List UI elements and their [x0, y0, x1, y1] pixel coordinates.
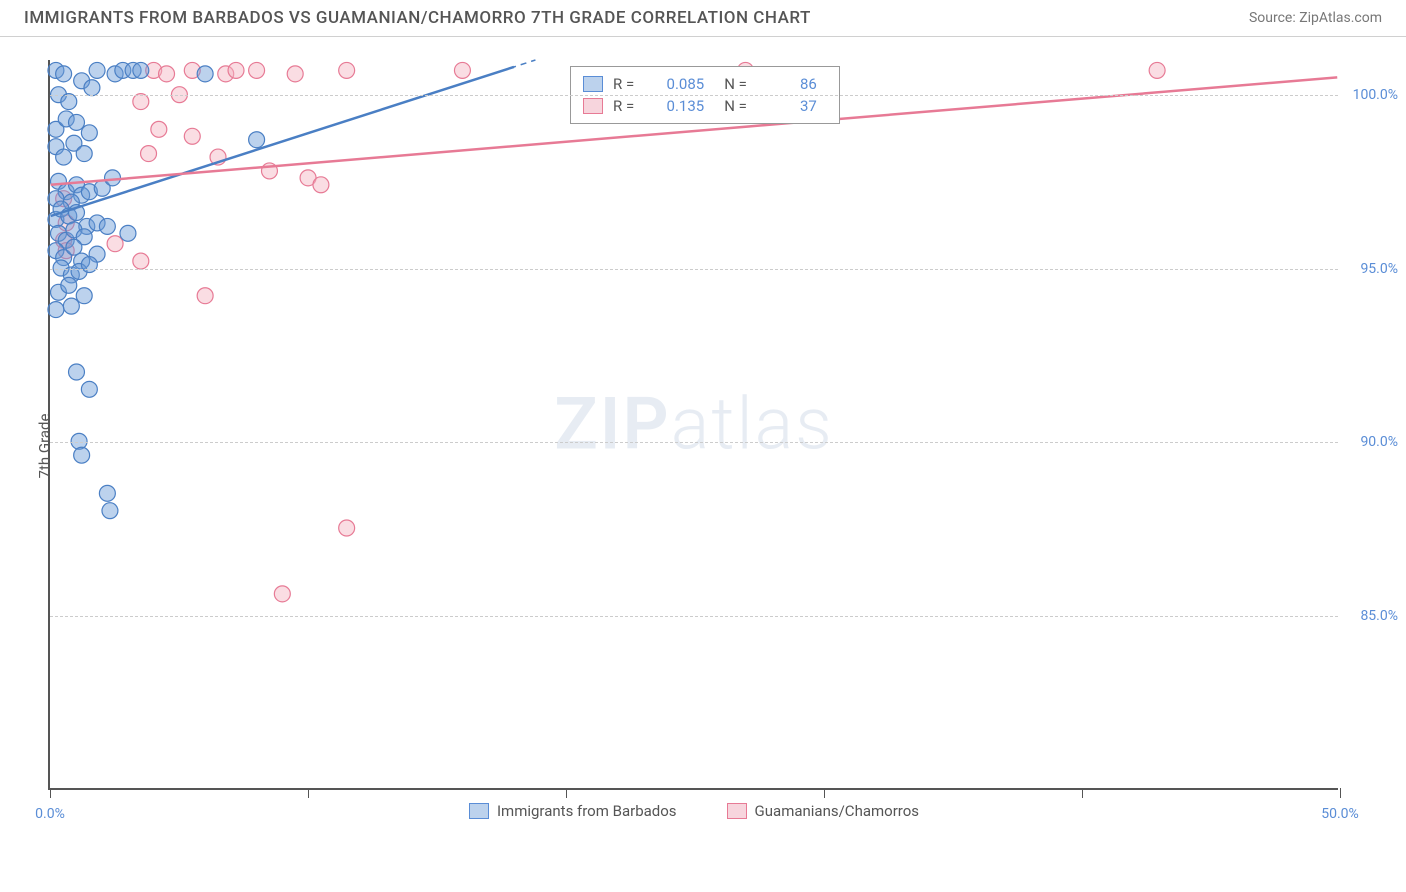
bottom-swatch-blue: [469, 803, 489, 819]
data-point: [76, 288, 92, 304]
data-point: [107, 236, 123, 252]
y-tick-label: 95.0%: [1348, 261, 1398, 277]
bottom-swatch-pink: [727, 803, 747, 819]
data-point: [76, 146, 92, 162]
bottom-label-blue: Immigrants from Barbados: [497, 802, 677, 820]
data-point: [228, 62, 244, 78]
data-point: [99, 218, 115, 234]
data-point: [74, 447, 90, 463]
x-tick-label: 50.0%: [1321, 806, 1359, 822]
gridline-h: [50, 269, 1338, 270]
data-point: [63, 298, 79, 314]
legend-n-label2: N =: [724, 97, 747, 115]
data-point: [61, 94, 77, 110]
x-tick-label: 0.0%: [35, 806, 65, 822]
legend-r-pink: 0.135: [654, 97, 704, 115]
data-point: [133, 94, 149, 110]
data-point: [133, 62, 149, 78]
legend-n-blue: 86: [767, 75, 817, 93]
data-point: [69, 114, 85, 130]
data-point: [151, 121, 167, 137]
data-point: [69, 364, 85, 380]
legend-n-pink: 37: [767, 97, 817, 115]
chart-source: Source: ZipAtlas.com: [1249, 10, 1382, 26]
plot-area: ZIPatlas R = 0.085 N = 86 R = 0.135 N = …: [48, 60, 1338, 790]
tick-v: [566, 788, 567, 798]
legend-r-label2: R =: [613, 97, 634, 115]
data-point: [81, 257, 97, 273]
data-point: [454, 62, 470, 78]
tick-v: [1340, 788, 1341, 798]
data-point: [141, 146, 157, 162]
gridline-h: [50, 95, 1338, 96]
data-point: [249, 132, 265, 148]
bottom-legend: Immigrants from Barbados Guamanians/Cham…: [50, 802, 1338, 820]
tick-v: [1082, 788, 1083, 798]
legend-n-label: N =: [724, 75, 747, 93]
data-point: [133, 253, 149, 269]
data-point: [159, 66, 175, 82]
data-point: [48, 302, 64, 318]
data-point: [1149, 62, 1165, 78]
data-point: [81, 125, 97, 141]
legend-r-label: R =: [613, 75, 634, 93]
data-point: [56, 149, 72, 165]
data-point: [99, 485, 115, 501]
tick-v: [824, 788, 825, 798]
tick-v: [308, 788, 309, 798]
data-point: [287, 66, 303, 82]
legend-r-blue: 0.085: [654, 75, 704, 93]
data-point: [339, 520, 355, 536]
data-point: [274, 586, 290, 602]
data-point: [56, 66, 72, 82]
data-point: [197, 66, 213, 82]
data-point: [313, 177, 329, 193]
tick-v: [50, 788, 51, 798]
data-point: [71, 433, 87, 449]
data-point: [84, 80, 100, 96]
data-point: [249, 62, 265, 78]
bottom-label-pink: Guamanians/Chamorros: [755, 802, 919, 820]
data-point: [197, 288, 213, 304]
data-point: [61, 277, 77, 293]
gridline-h: [50, 442, 1338, 443]
chart-header: IMMIGRANTS FROM BARBADOS VS GUAMANIAN/CH…: [0, 0, 1406, 37]
chart-title: IMMIGRANTS FROM BARBADOS VS GUAMANIAN/CH…: [24, 8, 811, 28]
data-point: [89, 62, 105, 78]
data-point: [120, 225, 136, 241]
y-tick-label: 90.0%: [1348, 434, 1398, 450]
data-point: [339, 62, 355, 78]
chart-svg: [50, 60, 1338, 788]
data-point: [184, 128, 200, 144]
y-tick-label: 100.0%: [1348, 87, 1398, 103]
gridline-h: [50, 616, 1338, 617]
legend-swatch-blue: [583, 76, 603, 92]
legend-swatch-pink: [583, 98, 603, 114]
data-point: [102, 503, 118, 519]
data-point: [81, 381, 97, 397]
data-point: [105, 170, 121, 186]
y-tick-label: 85.0%: [1348, 608, 1398, 624]
